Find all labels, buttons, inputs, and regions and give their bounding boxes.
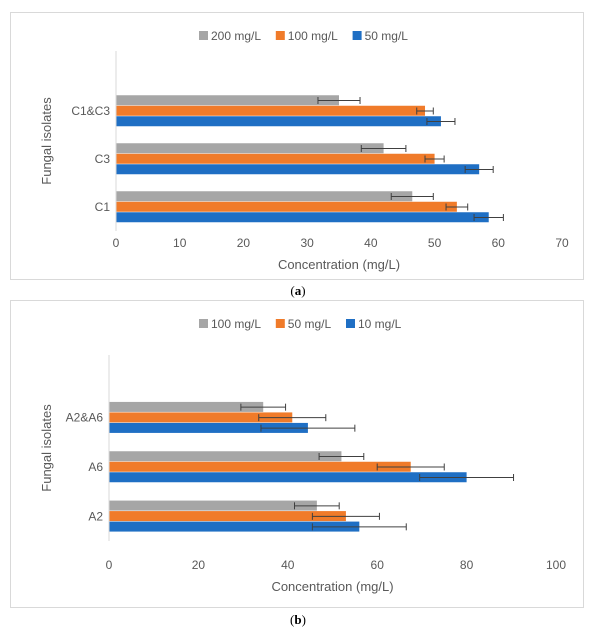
legend-label: 50 mg/L xyxy=(365,29,409,43)
bar xyxy=(116,116,441,127)
x-tick-label: 100 xyxy=(546,558,566,572)
x-tick-label: 50 xyxy=(428,236,442,250)
chart-panel-b: 100 mg/L 50 mg/L 10 mg/L A2 A6 A2&A6 0 20 40 60 80… xyxy=(10,300,584,608)
legend-swatch xyxy=(199,31,208,40)
legend-label: 200 mg/L xyxy=(211,29,261,43)
x-tick-label: 70 xyxy=(555,236,569,250)
x-tick-label: 60 xyxy=(492,236,506,250)
x-tick-label: 10 xyxy=(173,236,187,250)
legend-swatch xyxy=(352,31,362,40)
y-axis-title: Fungal isolates xyxy=(39,404,54,492)
caption-b-label: b xyxy=(294,612,302,627)
x-axis-title: Concentration (mg/L) xyxy=(271,579,393,594)
x-tick-label: 80 xyxy=(460,558,474,572)
chart-panel-a: 200 mg/L 100 mg/L 50 mg/L C1 C3 C1&C3 0 10 20 30 4… xyxy=(10,12,584,280)
bar xyxy=(116,201,457,212)
category-label: C1&C3 xyxy=(71,104,110,118)
bar xyxy=(116,95,339,106)
legend-label: 100 mg/L xyxy=(211,317,261,331)
legend-label: 10 mg/L xyxy=(358,317,402,331)
chart-b-svg: 100 mg/L 50 mg/L 10 mg/L A2 A6 A2&A6 0 20 40 60 80… xyxy=(39,317,566,594)
caption-a: (a) xyxy=(290,283,306,298)
bar xyxy=(116,143,384,154)
legend-swatch xyxy=(275,319,285,328)
legend-label: 100 mg/L xyxy=(288,29,338,43)
x-tick-label: 40 xyxy=(364,236,378,250)
bar xyxy=(116,191,413,202)
legend-label: 50 mg/L xyxy=(288,317,332,331)
caption-a-label: a xyxy=(294,283,302,298)
x-tick-label: 60 xyxy=(371,558,385,572)
chart-a-svg: 200 mg/L 100 mg/L 50 mg/L C1 C3 C1&C3 0 10 20 30 4… xyxy=(39,29,569,272)
category-label: A6 xyxy=(88,460,103,474)
bar xyxy=(109,461,411,472)
bar xyxy=(116,105,426,116)
bar xyxy=(109,412,293,423)
category-label: A2&A6 xyxy=(66,411,104,425)
bar xyxy=(109,472,467,483)
caption-b: (b) xyxy=(290,612,306,627)
category-label: C1 xyxy=(95,200,111,214)
x-tick-label: 40 xyxy=(281,558,295,572)
category-label: A2 xyxy=(88,509,103,523)
legend-swatch xyxy=(275,31,285,40)
bar xyxy=(109,511,346,522)
bar xyxy=(109,521,360,532)
category-label: C3 xyxy=(95,152,111,166)
bar xyxy=(116,212,489,223)
bar xyxy=(109,401,264,412)
x-tick-label: 30 xyxy=(300,236,314,250)
bar xyxy=(109,422,308,433)
x-tick-label: 0 xyxy=(113,236,120,250)
x-axis-title: Concentration (mg/L) xyxy=(278,257,400,272)
bar xyxy=(109,451,342,462)
x-tick-label: 20 xyxy=(237,236,251,250)
bar xyxy=(116,153,435,164)
bar xyxy=(109,500,317,511)
x-tick-label: 0 xyxy=(106,558,113,572)
y-axis-title: Fungal isolates xyxy=(39,97,54,185)
legend-swatch xyxy=(346,319,355,328)
x-tick-label: 20 xyxy=(192,558,206,572)
legend-swatch xyxy=(199,319,208,328)
bar xyxy=(116,164,480,175)
